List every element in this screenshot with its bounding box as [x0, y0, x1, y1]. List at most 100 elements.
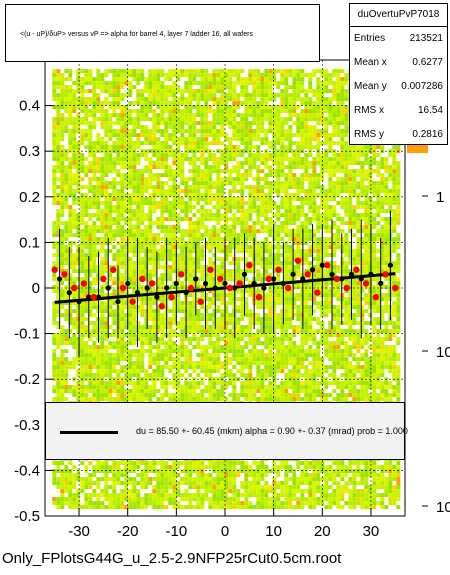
- density-cell: [100, 125, 105, 130]
- density-cell: [192, 229, 197, 234]
- density-cell: [60, 249, 65, 254]
- density-cell: [148, 77, 153, 82]
- density-cell: [196, 317, 201, 322]
- density-cell: [200, 465, 205, 470]
- density-cell: [108, 69, 113, 74]
- density-cell: [120, 329, 125, 334]
- density-cell: [88, 121, 93, 126]
- density-cell: [68, 241, 73, 246]
- density-cell: [136, 221, 141, 226]
- density-cell: [132, 241, 137, 246]
- density-cell: [116, 345, 121, 350]
- density-cell: [156, 69, 161, 74]
- density-cell: [200, 85, 205, 90]
- density-cell: [232, 225, 237, 230]
- density-cell: [104, 141, 109, 146]
- density-cell: [76, 497, 81, 502]
- density-cell: [180, 353, 185, 358]
- density-cell: [64, 277, 69, 282]
- density-cell: [208, 477, 213, 482]
- density-cell: [184, 353, 189, 358]
- density-cell: [264, 389, 269, 394]
- density-cell: [208, 97, 213, 102]
- density-cell: [256, 389, 261, 394]
- density-cell: [160, 317, 165, 322]
- density-cell: [260, 489, 265, 494]
- density-cell: [64, 469, 69, 474]
- density-cell: [104, 345, 109, 350]
- density-cell: [212, 381, 217, 386]
- density-cell: [164, 353, 169, 358]
- density-cell: [264, 501, 269, 506]
- density-cell: [164, 389, 169, 394]
- density-cell: [232, 205, 237, 210]
- density-cell: [252, 185, 257, 190]
- density-cell: [240, 93, 245, 98]
- density-cell: [96, 249, 101, 254]
- density-cell: [264, 117, 269, 122]
- density-cell: [172, 233, 177, 238]
- density-cell: [128, 257, 133, 262]
- density-cell: [212, 489, 217, 494]
- density-cell: [136, 273, 141, 278]
- density-cell: [220, 505, 225, 510]
- density-cell: [196, 109, 201, 114]
- density-cell: [152, 221, 157, 226]
- density-cell: [208, 177, 213, 182]
- density-cell: [132, 209, 137, 214]
- density-cell: [220, 129, 225, 134]
- density-cell: [64, 205, 69, 210]
- density-cell: [156, 77, 161, 82]
- density-cell: [152, 325, 157, 330]
- density-cell: [88, 349, 93, 354]
- density-cell: [128, 393, 133, 398]
- density-cell: [92, 341, 97, 346]
- density-cell: [176, 173, 181, 178]
- density-cell: [180, 341, 185, 346]
- density-cell: [64, 169, 69, 174]
- density-cell: [200, 333, 205, 338]
- density-cell: [112, 497, 117, 502]
- density-cell: [124, 273, 129, 278]
- density-cell: [156, 325, 161, 330]
- density-cell: [132, 397, 137, 402]
- density-cell: [196, 129, 201, 134]
- density-cell: [180, 269, 185, 274]
- density-cell: [156, 265, 161, 270]
- density-cell: [264, 81, 269, 86]
- density-cell: [228, 381, 233, 386]
- density-cell: [220, 337, 225, 342]
- density-cell: [244, 81, 249, 86]
- density-cell: [268, 333, 273, 338]
- density-cell: [168, 393, 173, 398]
- density-cell: [84, 73, 89, 78]
- density-cell: [128, 197, 133, 202]
- density-cell: [172, 113, 177, 118]
- density-cell: [172, 393, 177, 398]
- density-cell: [196, 177, 201, 182]
- density-cell: [92, 165, 97, 170]
- density-cell: [180, 161, 185, 166]
- density-cell: [116, 393, 121, 398]
- density-cell: [232, 345, 237, 350]
- density-cell: [212, 217, 217, 222]
- density-cell: [164, 473, 169, 478]
- density-cell: [92, 397, 97, 402]
- density-cell: [108, 129, 113, 134]
- density-cell: [264, 361, 269, 366]
- density-cell: [224, 221, 229, 226]
- density-cell: [152, 97, 157, 102]
- density-cell: [72, 125, 77, 130]
- density-cell: [124, 257, 129, 262]
- density-cell: [84, 209, 89, 214]
- density-cell: [140, 393, 145, 398]
- density-cell: [124, 105, 129, 110]
- density-cell: [80, 365, 85, 370]
- density-cell: [88, 101, 93, 106]
- density-cell: [72, 361, 77, 366]
- density-cell: [132, 461, 137, 466]
- density-cell: [184, 113, 189, 118]
- density-cell: [76, 161, 81, 166]
- density-cell: [144, 225, 149, 230]
- density-cell: [52, 397, 57, 402]
